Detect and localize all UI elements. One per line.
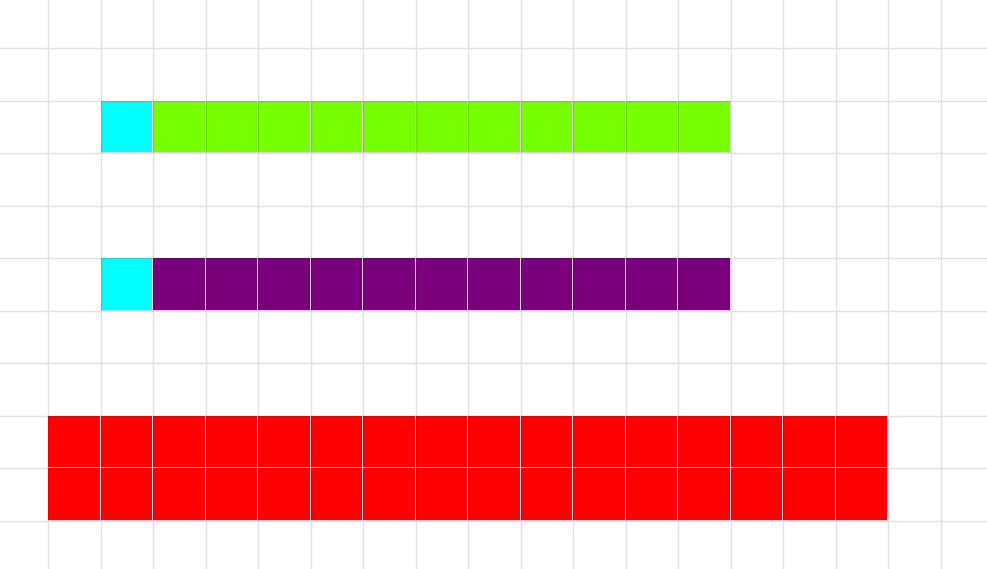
red-block-cell — [625, 468, 678, 521]
red-block-cell — [258, 415, 311, 468]
red-block-cell — [783, 468, 836, 521]
red-block-cell — [730, 468, 783, 521]
purple-bar-cell — [415, 258, 468, 311]
red-block-cell — [730, 415, 783, 468]
green-bar-cell — [415, 100, 468, 153]
green-bar-cell — [573, 100, 626, 153]
purple-bar-cell — [310, 258, 363, 311]
red-block-cell — [573, 468, 626, 521]
red-block-cell — [310, 415, 363, 468]
purple-bar-cell — [363, 258, 416, 311]
purple-bar-cell — [573, 258, 626, 311]
red-block-cell — [520, 468, 573, 521]
red-block-cell — [415, 468, 468, 521]
green-bar-cell — [468, 100, 521, 153]
purple-bar-cell — [520, 258, 573, 311]
purple-bar-cell — [205, 258, 258, 311]
cyan-cell-middle-cell — [100, 258, 153, 311]
red-block-cell — [100, 468, 153, 521]
red-block-cell — [415, 415, 468, 468]
red-block-cell — [625, 415, 678, 468]
red-block-cell — [310, 468, 363, 521]
red-block-cell — [100, 415, 153, 468]
red-block-cell — [573, 415, 626, 468]
purple-bar-cell — [678, 258, 731, 311]
green-bar-cell — [153, 100, 206, 153]
red-block-cell — [520, 415, 573, 468]
red-block-cell — [835, 415, 888, 468]
red-block-cell — [363, 415, 416, 468]
green-bar-cell — [363, 100, 416, 153]
red-block-cell — [153, 468, 206, 521]
purple-bar-cell — [153, 258, 206, 311]
red-block-cell — [205, 468, 258, 521]
red-block-cell — [835, 468, 888, 521]
green-bar-cell — [258, 100, 311, 153]
red-block-cell — [258, 468, 311, 521]
purple-bar-cell — [258, 258, 311, 311]
red-block-cell — [363, 468, 416, 521]
purple-bar-cell — [468, 258, 521, 311]
red-block-cell — [153, 415, 206, 468]
green-bar-cell — [520, 100, 573, 153]
red-block-cell — [678, 468, 731, 521]
green-bar-cell — [678, 100, 731, 153]
red-block-cell — [468, 468, 521, 521]
green-bar-cell — [205, 100, 258, 153]
purple-bar-cell — [625, 258, 678, 311]
red-block-cell — [468, 415, 521, 468]
red-block-cell — [205, 415, 258, 468]
red-block-cell — [48, 468, 101, 521]
green-bar-cell — [625, 100, 678, 153]
red-block-cell — [48, 415, 101, 468]
cyan-cell-top-cell — [100, 100, 153, 153]
red-block-cell — [783, 415, 836, 468]
red-block-cell — [678, 415, 731, 468]
green-bar-cell — [310, 100, 363, 153]
